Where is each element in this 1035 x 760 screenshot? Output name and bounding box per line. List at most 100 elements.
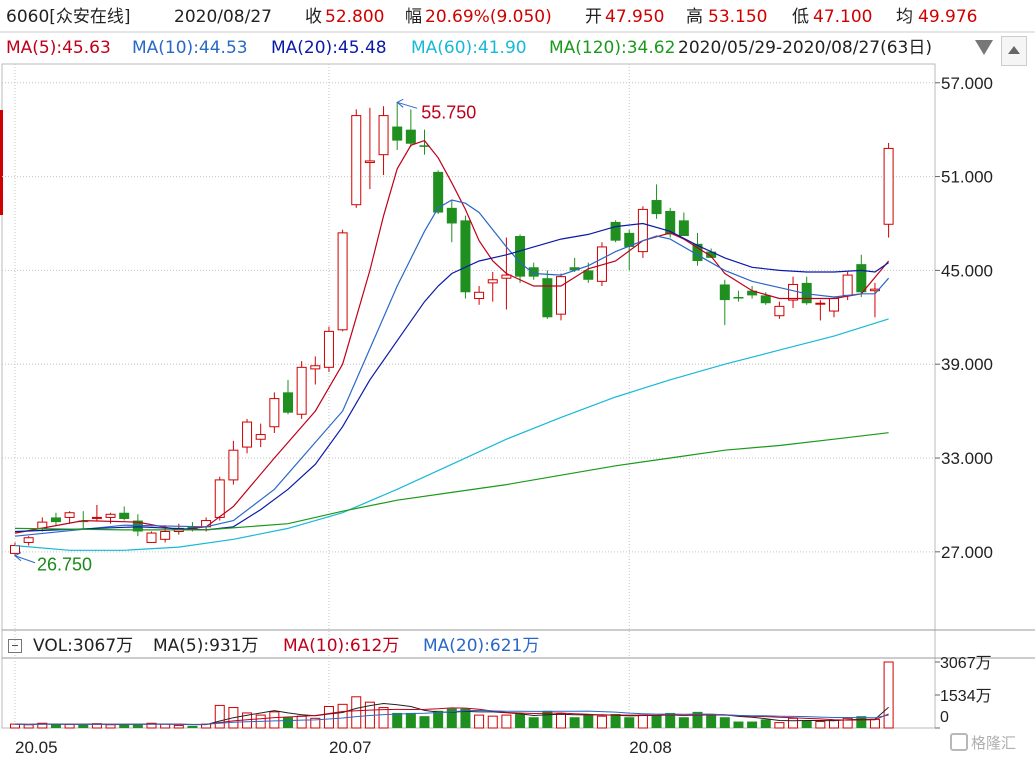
volume-bar xyxy=(337,703,348,729)
candle-body xyxy=(23,537,34,543)
volume-bar xyxy=(37,722,48,729)
candle-body xyxy=(747,290,758,296)
legend-ma10: MA(10):44.53 xyxy=(132,38,248,58)
x-tick-label: 20.08 xyxy=(629,738,672,757)
volume-bar xyxy=(788,717,799,729)
volume-bar xyxy=(815,721,826,729)
close-label: 收 xyxy=(305,7,322,27)
volume-bar xyxy=(173,724,184,729)
candle-body xyxy=(788,283,799,301)
close-value: 52.800 xyxy=(325,7,385,27)
volume-bar xyxy=(119,724,130,728)
volume-bar xyxy=(160,723,171,729)
candle-body xyxy=(719,284,730,301)
candle-body xyxy=(160,530,171,540)
volume-bar xyxy=(351,696,362,729)
line-ma120 xyxy=(14,432,889,531)
candle-body xyxy=(283,392,293,413)
volume-bar xyxy=(719,717,730,728)
line-ma5 xyxy=(14,139,890,534)
candle-body xyxy=(801,282,812,304)
candle-body xyxy=(829,298,839,312)
watermark: 格隆汇 xyxy=(950,732,1016,753)
volume-bar xyxy=(583,715,594,728)
candle-body xyxy=(610,221,621,241)
high-arrow-icon xyxy=(396,98,404,108)
candle-body xyxy=(364,160,375,164)
volume-bar xyxy=(665,712,676,728)
quote-date: 2020/08/27 xyxy=(174,7,272,27)
volume-bar xyxy=(474,714,485,729)
candle-body xyxy=(733,296,744,299)
legend-vol-ma5: MA(5):931万 xyxy=(153,636,259,656)
watermark-logo-icon xyxy=(950,733,968,751)
low-pointer xyxy=(14,555,36,564)
candle-body xyxy=(10,545,20,554)
ma-lines xyxy=(14,139,890,551)
legend-ma20: MA(20):45.48 xyxy=(271,38,387,58)
volume-bar xyxy=(378,707,389,729)
volume-bar xyxy=(760,719,771,728)
volume-bar xyxy=(515,714,526,728)
change-label: 幅 xyxy=(405,7,422,27)
candle-body xyxy=(78,520,89,523)
volume-bar xyxy=(678,717,689,728)
candle-body xyxy=(583,270,594,280)
volume-bar xyxy=(323,705,334,729)
chart-grid xyxy=(0,31,1035,729)
volume-bar xyxy=(214,704,225,729)
stock-code[interactable]: 6060[众安在线] xyxy=(6,7,131,27)
legend-vol-ma20: MA(20):621万 xyxy=(423,636,540,656)
left-marker xyxy=(0,110,3,215)
candle-body xyxy=(119,512,130,519)
candle-body xyxy=(269,398,280,428)
candle-body xyxy=(856,264,867,293)
avg-label: 均 xyxy=(896,7,913,27)
candle-body xyxy=(569,267,580,271)
high-value: 53.150 xyxy=(708,7,768,27)
candle-body xyxy=(542,278,553,318)
candle-body xyxy=(91,516,102,519)
axes: 57.000 51.000 45.000 39.000 33.000 27.000 20.0… xyxy=(15,74,993,757)
candle-body xyxy=(678,220,689,236)
candle-body xyxy=(637,208,648,253)
candle-body xyxy=(446,207,457,224)
volume-bar xyxy=(883,661,894,729)
candle-body xyxy=(296,366,307,415)
scroll-up-icon[interactable] xyxy=(1001,36,1027,66)
volume-bar xyxy=(23,724,34,729)
candle-body xyxy=(310,365,321,370)
candle-body xyxy=(392,126,403,141)
volume-bar xyxy=(747,721,758,728)
volume-bar xyxy=(610,714,621,728)
candle-body xyxy=(460,220,471,293)
volume-bar xyxy=(706,714,717,728)
volume-ma-line xyxy=(14,709,889,725)
candle-body xyxy=(774,305,785,317)
volume-bar xyxy=(774,722,785,729)
candle-body xyxy=(242,421,253,448)
candle-body xyxy=(337,232,348,331)
high-label: 55.750 xyxy=(421,102,476,122)
volume-bar xyxy=(50,724,61,728)
range-dropdown-icon[interactable] xyxy=(975,40,993,55)
high-label: 高 xyxy=(686,7,703,27)
legend-ma60: MA(60):41.90 xyxy=(411,38,527,58)
volume-bar xyxy=(651,715,662,728)
volume-bar xyxy=(105,724,116,729)
price-tick-label: 39.000 xyxy=(941,355,993,374)
volume-bar xyxy=(556,713,566,729)
low-label: 低 xyxy=(792,7,809,27)
x-tick-label: 20.07 xyxy=(329,738,372,757)
candle-body xyxy=(665,210,676,235)
low-arrow-icon xyxy=(14,552,22,562)
volume-bar xyxy=(433,710,444,728)
volume-bar xyxy=(829,719,839,729)
low-value: 47.100 xyxy=(813,7,873,27)
legend-ma5: MA(5):45.63 xyxy=(6,38,111,58)
volume-bar xyxy=(501,714,512,729)
collapse-icon[interactable] xyxy=(8,639,22,653)
watermark-text: 格隆汇 xyxy=(971,734,1017,752)
candle-body xyxy=(105,513,116,518)
